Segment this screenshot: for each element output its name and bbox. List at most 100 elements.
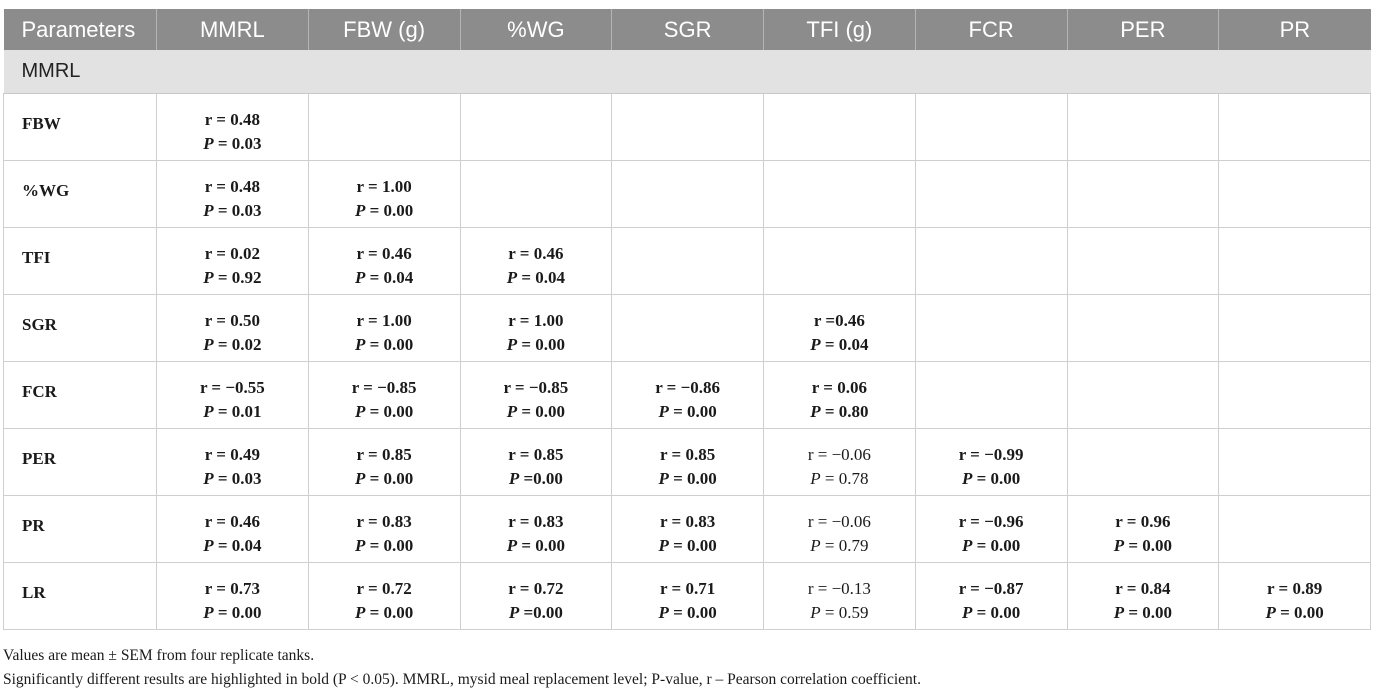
row-header-cell: FCR <box>3 361 157 429</box>
table-cell: r = 0.85 P =0.00 <box>459 428 613 496</box>
p-label: P <box>658 402 669 421</box>
r-value: r = 1.00 <box>356 311 412 330</box>
r-value: r = 0.85 <box>508 445 564 464</box>
table-cell <box>1066 294 1220 362</box>
table-cell: r = −0.13 P = 0.59 <box>763 562 916 630</box>
row-label: PR <box>22 516 45 535</box>
correlation-value: r = 0.46 P = 0.04 <box>309 228 460 290</box>
p-value: = 0.00 <box>972 536 1021 555</box>
table-cell <box>1066 160 1220 228</box>
r-value: r = 0.84 <box>1115 579 1171 598</box>
row-label: FBW <box>22 114 61 133</box>
correlation-value: r = 0.49 P = 0.03 <box>157 429 308 491</box>
table-cell <box>611 93 764 161</box>
p-value: = 0.80 <box>820 402 869 421</box>
table-cell: r = 0.48 P = 0.03 <box>156 93 309 161</box>
p-value-line: P = 0.03 <box>157 132 308 156</box>
p-value-line: P = 0.00 <box>461 333 612 357</box>
r-value: r = 0.83 <box>660 512 716 531</box>
r-value: r = 0.46 <box>508 244 564 263</box>
p-value: = 0.00 <box>365 335 414 354</box>
p-value-line: P = 0.02 <box>157 333 308 357</box>
p-label: P <box>354 536 366 555</box>
table-cell: r =0.46 P = 0.04 <box>763 294 916 362</box>
table-cell: r = 0.73 P = 0.00 <box>156 562 309 630</box>
p-value: = 0.00 <box>365 603 414 622</box>
p-value: = 0.00 <box>1124 536 1173 555</box>
p-label: P <box>354 402 366 421</box>
p-value-line: P = 0.00 <box>1068 534 1219 558</box>
table-cell: r = 0.72 P =0.00 <box>459 562 613 630</box>
p-value-line: P = 0.00 <box>309 199 460 223</box>
table-row: SGR r = 0.50 P = 0.02 r = 1.00 P = 0.00 r = 1… <box>3 294 1371 362</box>
p-label: P <box>508 469 520 488</box>
p-label: P <box>506 268 518 287</box>
table-row: TFI r = 0.02 P = 0.92 r = 0.46 P = 0.04 r = 0… <box>3 227 1371 295</box>
r-value: r = −0.06 <box>807 512 871 531</box>
p-value: = 0.03 <box>213 134 262 153</box>
p-value-line: P = 0.04 <box>309 266 460 290</box>
table-cell: r = 0.85 P = 0.00 <box>611 428 764 496</box>
correlation-value: r = −0.13 P = 0.59 <box>764 563 915 625</box>
r-value: r =0.46 <box>813 311 865 330</box>
p-value: = 0.79 <box>820 536 869 555</box>
correlation-value: r = −0.06 P = 0.78 <box>764 429 915 491</box>
table-row: %WG r = 0.48 P = 0.03 r = 1.00 P = 0.00 <box>3 160 1371 228</box>
table-cell <box>1218 93 1371 161</box>
header-mmrl: MMRL <box>156 9 309 50</box>
p-label: P <box>1113 603 1125 622</box>
r-value: r = 0.96 <box>1115 512 1171 531</box>
r-value: r = 0.49 <box>204 445 260 464</box>
r-value: r = 0.72 <box>508 579 564 598</box>
table-cell <box>1218 227 1371 295</box>
correlation-value: r = 1.00 P = 0.00 <box>309 161 460 223</box>
table-cell <box>611 160 764 228</box>
p-value: = 0.04 <box>213 536 262 555</box>
r-value: r = 0.48 <box>204 110 260 129</box>
p-value: = 0.00 <box>517 402 566 421</box>
r-value: r = −0.86 <box>655 378 721 397</box>
p-label: P <box>354 335 366 354</box>
p-label: P <box>506 335 518 354</box>
table-cell: r = −0.85 P = 0.00 <box>459 361 613 429</box>
p-value-line: P = 0.92 <box>157 266 308 290</box>
table-cell: r = 1.00 P = 0.00 <box>459 294 613 362</box>
r-value: r = 0.85 <box>660 445 716 464</box>
table-cell <box>1066 428 1220 496</box>
r-value: r = 0.83 <box>356 512 412 531</box>
correlation-value: r = −0.55 P = 0.01 <box>157 362 308 424</box>
p-value-line: P = 0.03 <box>157 199 308 223</box>
p-label: P <box>203 268 214 287</box>
table-cell <box>459 160 613 228</box>
p-value: = 0.00 <box>517 536 566 555</box>
table-cell: r = 0.84 P = 0.00 <box>1066 562 1220 630</box>
table-cell <box>307 93 461 161</box>
p-value: = 0.00 <box>365 402 414 421</box>
p-value-line: P = 0.00 <box>612 534 763 558</box>
p-value: = 0.00 <box>668 402 717 421</box>
p-value: = 0.00 <box>365 201 414 220</box>
table-cell: r = −0.06 P = 0.79 <box>763 495 916 563</box>
p-label: P <box>810 536 821 555</box>
table-cell <box>763 160 916 228</box>
correlation-value: r = −0.86 P = 0.00 <box>612 362 763 424</box>
p-value-line: P = 0.00 <box>916 534 1067 558</box>
row-label: LR <box>22 583 46 602</box>
row-header-cell: PER <box>3 428 157 496</box>
p-label: P <box>810 402 821 421</box>
r-value: r = 0.85 <box>356 445 412 464</box>
p-value: = 0.00 <box>668 469 717 488</box>
table-cell <box>1218 428 1371 496</box>
p-label: P <box>354 201 366 220</box>
p-value-line: P =0.00 <box>461 601 612 625</box>
p-value-line: P = 0.80 <box>764 400 915 424</box>
table-cell <box>914 93 1068 161</box>
correlation-value: r = 0.96 P = 0.00 <box>1068 496 1219 558</box>
p-label: P <box>658 536 669 555</box>
table-row: PER r = 0.49 P = 0.03 r = 0.85 P = 0.00 r = 0… <box>3 428 1371 496</box>
footnote-2: Significantly different results are high… <box>3 671 921 688</box>
table-cell <box>611 294 764 362</box>
p-label: P <box>810 335 821 354</box>
p-value: = 0.00 <box>668 536 717 555</box>
correlation-value: r = 0.83 P = 0.00 <box>309 496 460 558</box>
